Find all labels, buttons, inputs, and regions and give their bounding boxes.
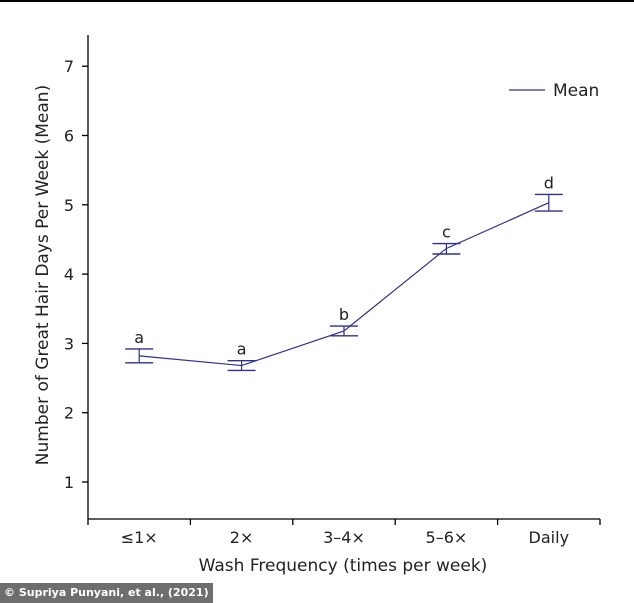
axes [87,35,600,520]
significance-label: c [442,223,451,242]
y-tick-label: 6 [64,127,74,146]
y-tick-label: 1 [64,473,74,492]
significance-label: a [134,328,144,347]
series-line [139,202,550,367]
top-border [0,0,634,2]
y-tick-label: 4 [64,265,74,284]
y-tick-label: 3 [64,334,74,353]
x-tick-label: ≤1× [121,528,158,547]
y-ticks: 1 2 3 4 5 6 7 [64,57,88,492]
y-tick-label: 2 [64,404,74,423]
y-tick-label: 7 [64,57,74,76]
x-tick-label: 3–4× [323,528,365,547]
x-ticks: ≤1× 2× 3–4× 5–6× Daily [87,519,601,547]
x-tick-label: 5–6× [426,528,468,547]
image-credit: © Supriya Punyani, et al., (2021) [0,583,213,603]
significance-label: b [339,305,349,324]
x-tick-label: Daily [529,528,569,547]
series-mean: a a b c d [125,173,563,372]
significance-label: d [544,173,554,192]
legend-label-mean: Mean [553,81,599,101]
significance-label: a [237,340,247,359]
x-axis-title: Wash Frequency (times per week) [199,556,488,576]
x-tick-label: 2× [230,528,254,547]
y-axis-title: Number of Great Hair Days Per Week (Mean… [33,85,53,465]
y-tick-label: 5 [64,196,74,215]
legend: Mean [509,81,599,101]
